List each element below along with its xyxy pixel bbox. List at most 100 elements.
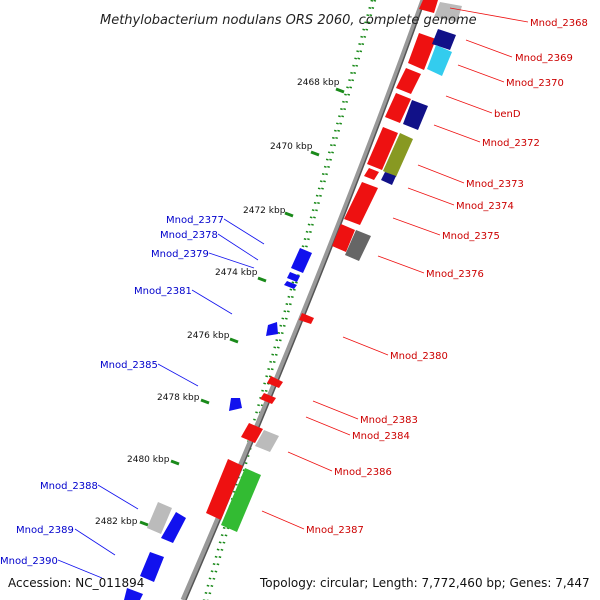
gene-mnod-2380[interactable] [299, 313, 314, 324]
leader-mnod-2390 [57, 559, 103, 579]
map-title: Methylobacterium nodulans ORS 2060, comp… [100, 13, 477, 28]
label-mnod-2373[interactable]: Mnod_2373 [466, 179, 524, 190]
tick-mark-2480 [170, 459, 180, 466]
leader-mnod-2369 [465, 39, 513, 58]
gene-mnod-2388-a[interactable] [147, 502, 172, 534]
label-mnod-2372[interactable]: Mnod_2372 [482, 138, 540, 149]
label-mnod-2376[interactable]: Mnod_2376 [426, 269, 484, 280]
kbp-tick-label-2480: 2480 kbp [127, 455, 170, 465]
gene-mnod-2385[interactable] [229, 398, 242, 411]
gene-mnod-2386-a[interactable] [241, 423, 263, 443]
gene-mnod-2374-a[interactable] [364, 168, 379, 180]
forward-strand-genes [206, 0, 462, 532]
gene-mnod-2388[interactable] [161, 512, 186, 543]
leader-mnod-2380 [342, 336, 389, 356]
leader-mnod-2368 [449, 7, 529, 23]
label-mnod-2381[interactable]: Mnod_2381 [134, 286, 192, 297]
gene-mnod-2375[interactable] [344, 182, 378, 225]
leader-mnod-2379 [208, 252, 255, 269]
tick-mark-2470 [310, 150, 320, 157]
label-mnod-2389[interactable]: Mnod_2389 [16, 525, 74, 536]
tick-mark-2476 [229, 337, 239, 344]
label-mnod-2378[interactable]: Mnod_2378 [160, 230, 218, 241]
label-mnod-2370[interactable]: Mnod_2370 [506, 78, 564, 89]
label-mnod-2386[interactable]: Mnod_2386 [334, 467, 392, 478]
gene-mnod-2376-a[interactable] [332, 224, 355, 252]
kbp-tick-label-2474: 2474 kbp [215, 268, 258, 278]
leader-mnod-2389 [74, 528, 116, 556]
accession-text: Accession: NC_011894 [8, 576, 144, 590]
gene-mnod-2378[interactable] [287, 272, 300, 282]
gene-mnod-2387-a[interactable] [206, 459, 243, 520]
gene-mnod-2389[interactable] [140, 552, 164, 582]
leader-mnod-2387 [261, 510, 305, 530]
gene-mnod-2369-b[interactable] [432, 29, 456, 50]
gene-mnod-2370[interactable] [427, 45, 452, 76]
gene-mnod-2374[interactable] [381, 172, 396, 185]
label-mnod-2369[interactable]: Mnod_2369 [515, 53, 573, 64]
gene-mnod-2377[interactable] [291, 248, 312, 273]
kbp-tick-label-2476: 2476 kbp [187, 331, 230, 341]
tick-mark-2482 [139, 520, 149, 527]
gene-mnod-2383[interactable] [267, 376, 283, 388]
leader-mnod-2373 [417, 164, 465, 184]
gene-mnod-2387[interactable] [221, 468, 261, 532]
left-label-leaders [57, 218, 265, 579]
leader-mnod-2374 [407, 187, 455, 206]
label-mnod-2383[interactable]: Mnod_2383 [360, 415, 418, 426]
gene-mnod-2381[interactable] [266, 322, 278, 336]
leader-mnod-2375 [392, 217, 441, 236]
summary-text: Topology: circular; Length: 7,772,460 bp… [259, 576, 590, 590]
gene-bend[interactable] [396, 68, 421, 94]
label-mnod-2380[interactable]: Mnod_2380 [390, 351, 448, 362]
leader-mnod-2370 [457, 64, 505, 83]
label-mnod-2388[interactable]: Mnod_2388 [40, 481, 98, 492]
gene-mnod-2390[interactable] [124, 588, 143, 600]
tick-mark-2468 [335, 87, 345, 94]
leader-mnod-2385 [157, 363, 199, 387]
label-mnod-2374[interactable]: Mnod_2374 [456, 201, 514, 212]
kbp-tick-label-2478: 2478 kbp [157, 393, 200, 403]
tick-mark-2472 [284, 211, 294, 218]
leader-bend [445, 95, 493, 114]
kbp-tick-marks [139, 87, 345, 527]
gene-mnod-2386[interactable] [255, 430, 279, 452]
gene-mnod-2368-b[interactable] [434, 2, 462, 22]
tick-mark-2478 [200, 398, 210, 405]
leader-mnod-2378 [217, 233, 259, 261]
label-mnod-2390[interactable]: Mnod_2390 [0, 556, 58, 567]
kbp-tick-label-2470: 2470 kbp [270, 142, 313, 152]
left-labels: Mnod_2377 Mnod_2378 Mnod_2379 Mnod_2381 … [0, 215, 224, 567]
tick-mark-2474 [257, 276, 267, 283]
gene-mnod-2373-a[interactable] [367, 127, 398, 170]
leader-mnod-2383 [312, 400, 359, 420]
label-mnod-2377[interactable]: Mnod_2377 [166, 215, 224, 226]
gene-mnod-2379[interactable] [284, 281, 297, 289]
label-mnod-2379[interactable]: Mnod_2379 [151, 249, 209, 260]
label-bend[interactable]: benD [494, 109, 521, 120]
leader-mnod-2388 [97, 484, 139, 510]
leader-mnod-2376 [377, 255, 425, 274]
gene-mnod-2376[interactable] [345, 230, 371, 261]
leader-mnod-2372 [433, 124, 481, 143]
gene-mnod-2369[interactable] [408, 33, 436, 70]
kbp-tick-label-2482: 2482 kbp [95, 517, 138, 527]
leader-mnod-2381 [191, 289, 233, 315]
leader-mnod-2386 [287, 451, 333, 472]
kbp-tick-label-2472: 2472 kbp [243, 206, 286, 216]
reverse-strand-genes [124, 248, 312, 600]
gene-mnod-2372-a[interactable] [385, 93, 411, 123]
label-mnod-2368[interactable]: Mnod_2368 [530, 18, 588, 29]
label-mnod-2385[interactable]: Mnod_2385 [100, 360, 158, 371]
right-label-leaders [261, 7, 529, 530]
leader-mnod-2384 [305, 416, 351, 436]
label-mnod-2375[interactable]: Mnod_2375 [442, 231, 500, 242]
gene-mnod-2372[interactable] [403, 100, 428, 130]
gene-mnod-2368[interactable] [419, 0, 438, 13]
right-labels: Mnod_2368 Mnod_2369 Mnod_2370 benD Mnod_… [306, 18, 588, 536]
gene-mnod-2373[interactable] [383, 133, 413, 177]
label-mnod-2384[interactable]: Mnod_2384 [352, 431, 410, 442]
gene-mnod-2384[interactable] [260, 393, 276, 404]
label-mnod-2387[interactable]: Mnod_2387 [306, 525, 364, 536]
